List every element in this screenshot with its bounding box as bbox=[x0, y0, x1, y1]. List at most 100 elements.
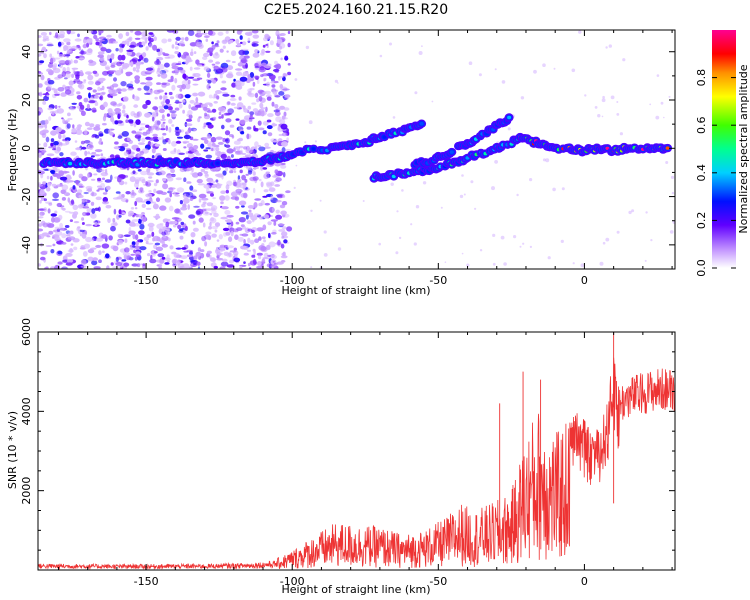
noise-speck bbox=[192, 189, 198, 192]
noise-speck bbox=[138, 123, 146, 126]
noise-speck bbox=[38, 170, 45, 175]
noise-speck bbox=[157, 253, 165, 258]
noise-speck bbox=[211, 63, 216, 66]
noise-speck bbox=[90, 201, 95, 206]
noise-speck bbox=[98, 250, 102, 256]
noise-speck bbox=[91, 135, 96, 138]
noise-speck bbox=[207, 142, 213, 147]
noise-speck bbox=[337, 247, 342, 251]
spectrogram-panel: -150 -100 -50 0 -40 -20 0 20 40 Height of strai… bbox=[6, 29, 676, 297]
noise-speck bbox=[413, 242, 417, 246]
noise-speck bbox=[153, 188, 157, 194]
noise-speck bbox=[281, 115, 286, 120]
noise-speck bbox=[85, 236, 93, 243]
noise-speck bbox=[238, 137, 244, 142]
noise-speck bbox=[58, 54, 64, 58]
noise-speck bbox=[109, 58, 112, 63]
noise-speck bbox=[269, 40, 274, 46]
noise-speck bbox=[188, 114, 193, 119]
noise-speck bbox=[671, 191, 675, 195]
noise-speck bbox=[208, 30, 213, 36]
noise-speck bbox=[189, 99, 195, 104]
noise-speck bbox=[73, 70, 77, 76]
noise-speck bbox=[105, 66, 111, 70]
noise-speck bbox=[112, 41, 118, 44]
noise-speck bbox=[236, 188, 241, 195]
noise-speck bbox=[153, 201, 157, 207]
noise-speck bbox=[178, 211, 182, 215]
noise-speck bbox=[80, 110, 86, 116]
noise-speck bbox=[40, 256, 46, 261]
noise-speck bbox=[174, 194, 181, 197]
noise-speck bbox=[86, 42, 90, 48]
noise-speck bbox=[252, 52, 260, 58]
noise-speck bbox=[64, 225, 70, 228]
noise-speck bbox=[243, 146, 248, 150]
noise-speck bbox=[106, 34, 112, 38]
noise-speck bbox=[86, 127, 93, 130]
noise-speck bbox=[67, 236, 76, 241]
noise-speck bbox=[66, 66, 70, 73]
noise-speck bbox=[277, 223, 285, 226]
noise-speck bbox=[165, 221, 170, 228]
noise-speck bbox=[254, 198, 262, 201]
noise-speck bbox=[134, 37, 141, 40]
noise-speck bbox=[398, 236, 402, 240]
noise-speck bbox=[173, 224, 177, 228]
noise-speck bbox=[266, 182, 273, 188]
noise-speck bbox=[610, 95, 615, 100]
noise-speck bbox=[263, 257, 271, 260]
noise-speck bbox=[66, 41, 71, 46]
noise-speck bbox=[226, 264, 235, 268]
snr-x-label: Height of straight line (km) bbox=[281, 583, 430, 596]
noise-speck bbox=[47, 107, 53, 111]
noise-speck bbox=[205, 154, 213, 159]
noise-speck bbox=[440, 206, 443, 209]
noise-speck bbox=[145, 124, 150, 128]
noise-speck bbox=[48, 146, 54, 149]
noise-speck bbox=[195, 59, 200, 65]
noise-speck bbox=[197, 247, 201, 252]
noise-speck bbox=[170, 168, 176, 174]
noise-speck bbox=[195, 41, 203, 47]
noise-speck bbox=[40, 32, 48, 36]
noise-speck bbox=[195, 97, 199, 103]
noise-speck bbox=[167, 38, 172, 42]
noise-speck bbox=[122, 44, 125, 47]
noise-speck bbox=[108, 73, 113, 77]
noise-speck bbox=[421, 45, 423, 48]
colorbar-ticks: 0.0 0.2 0.4 0.6 0.8 bbox=[695, 69, 736, 277]
x-tick-label: -150 bbox=[134, 575, 159, 588]
noise-speck bbox=[663, 116, 665, 119]
noise-speck bbox=[87, 249, 95, 254]
noise-speck bbox=[216, 257, 224, 261]
noise-speck bbox=[180, 69, 186, 74]
noise-speck bbox=[181, 247, 187, 250]
noise-speck bbox=[220, 216, 228, 220]
noise-speck bbox=[197, 172, 203, 177]
noise-speck bbox=[42, 100, 47, 105]
noise-speck bbox=[153, 138, 160, 142]
noise-speck bbox=[560, 239, 564, 243]
noise-speck bbox=[96, 189, 100, 192]
noise-speck bbox=[263, 252, 269, 258]
noise-speck bbox=[597, 114, 601, 118]
noise-speck bbox=[52, 63, 58, 68]
noise-speck bbox=[248, 118, 253, 122]
noise-speck bbox=[95, 39, 99, 42]
noise-speck bbox=[245, 32, 248, 35]
noise-speck bbox=[224, 139, 229, 142]
noise-speck bbox=[211, 233, 217, 238]
noise-speck bbox=[259, 265, 264, 269]
noise-speck bbox=[294, 78, 298, 81]
noise-speck bbox=[258, 146, 266, 152]
noise-speck bbox=[145, 99, 151, 106]
noise-speck bbox=[153, 36, 157, 41]
noise-speck bbox=[119, 61, 125, 65]
noise-speck bbox=[141, 221, 144, 225]
noise-speck bbox=[43, 198, 47, 202]
ridge-core bbox=[419, 122, 424, 126]
noise-speck bbox=[50, 142, 54, 147]
noise-speck bbox=[159, 95, 163, 100]
noise-speck bbox=[62, 207, 66, 211]
